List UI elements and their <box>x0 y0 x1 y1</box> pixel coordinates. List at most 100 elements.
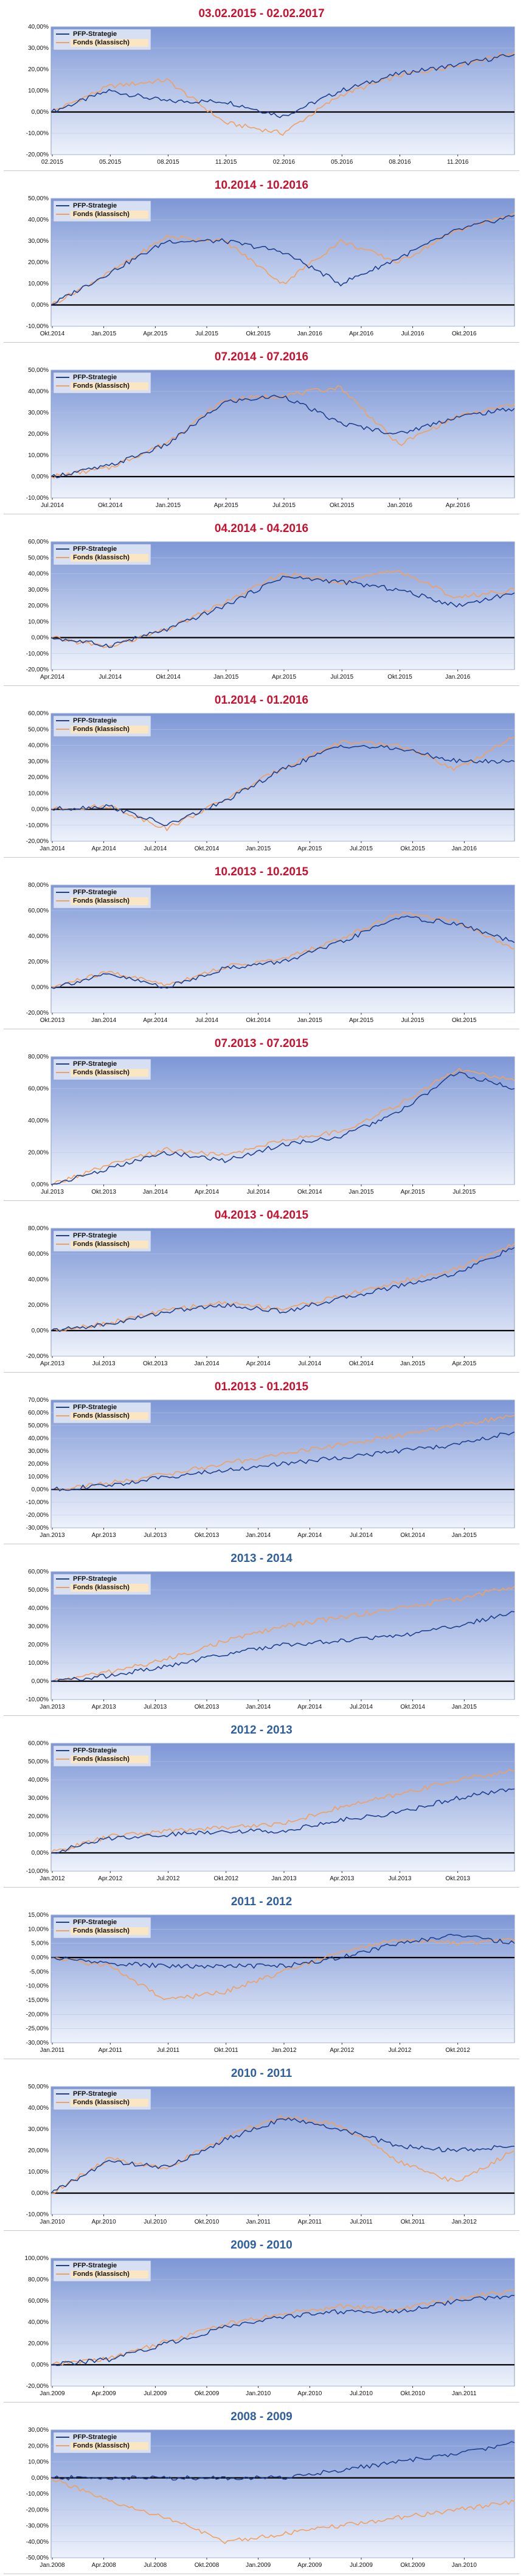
y-tick-label: 80,00% <box>28 2277 49 2283</box>
line-chart: -20,00% -10,00% 0,00% 10,00% 20,00% 30,00% 40,… <box>26 539 515 681</box>
y-tick-label: 20,00% <box>28 959 49 965</box>
x-tick-label: Okt.2016 <box>452 331 477 337</box>
x-tick-label: Jan.2008 <box>40 2562 65 2569</box>
x-tick-label: Jul.2013 <box>144 1704 167 1710</box>
y-tick-label: 20,00% <box>28 1150 49 1157</box>
y-tick-label: -20,00% <box>26 152 49 158</box>
y-tick-label: -50,00% <box>26 2555 49 2561</box>
legend-highlight <box>71 1755 148 1763</box>
chart-title: 04.2014 - 04.2016 <box>214 522 309 535</box>
x-tick-label: Okt.2015 <box>452 1017 477 1024</box>
y-tick-label: 40,00% <box>28 1435 49 1442</box>
x-tick-label: Jan.2011 <box>452 2390 477 2397</box>
line-chart: -30,00% -25,00% -20,00% -15,00% -10,00% -5,00… <box>26 1913 515 2054</box>
x-tick-label: Jul.2015 <box>195 331 218 337</box>
legend-entry: Fonds (klassisch) <box>73 1069 130 1076</box>
x-tick-label: Jul.2014 <box>41 502 64 509</box>
y-tick-label: 20,00% <box>28 2340 49 2347</box>
legend-entry: PFP-Strategie <box>73 1919 117 1926</box>
y-tick-label: 0,00% <box>32 635 49 642</box>
y-tick-label: 60,00% <box>28 2298 49 2305</box>
x-tick-label: Apr.2015 <box>143 331 167 337</box>
chart-panel: 2013 - 2014 -10,00% 0,00% 10,00% 20,00% 30,00… <box>4 1547 519 1716</box>
x-tick-label: Apr.2014 <box>246 1360 271 1367</box>
x-tick-label: Apr.2014 <box>92 845 116 852</box>
y-tick-label: 0,00% <box>32 474 49 480</box>
series-line-fonds-klassisch <box>50 1769 514 1853</box>
x-tick-label: Apr.2013 <box>92 1532 116 1539</box>
y-tick-label: -10,00% <box>26 822 49 829</box>
legend-highlight <box>71 554 148 562</box>
y-tick-label: 20,00% <box>28 1461 49 1468</box>
line-chart: -20,00% 0,00% 20,00% 40,00% 60,00% 80,00% 100,… <box>25 2256 515 2397</box>
x-tick-label: Jan.2015 <box>91 331 117 337</box>
y-tick-label: 20,00% <box>28 2147 49 2154</box>
y-tick-label: -10,00% <box>26 2491 49 2497</box>
y-tick-label: 30,00% <box>28 2427 49 2434</box>
chart-panel: 04.2014 - 04.2016 -20,00% -10,00% 0,00% 10,0… <box>4 517 519 686</box>
y-tick-label: 20,00% <box>28 603 49 609</box>
series-line-pfp-strategie <box>50 744 515 826</box>
legend-highlight <box>71 1069 148 1077</box>
x-tick-label: Apr.2008 <box>92 2562 116 2569</box>
x-tick-label: Jul.2015 <box>350 845 373 852</box>
x-tick-label: Jan.2013 <box>271 1875 297 1882</box>
y-tick-label: 10,00% <box>28 2459 49 2466</box>
y-tick-label: -15,00% <box>26 1997 49 2004</box>
y-tick-label: 60,00% <box>28 908 49 914</box>
series-line-fonds-klassisch <box>50 2477 515 2544</box>
x-tick-label: Jul.2013 <box>41 1189 64 1195</box>
legend-highlight <box>71 39 148 47</box>
legend-entry: PFP-Strategie <box>73 30 117 38</box>
x-tick-label: Jan.2015 <box>400 1360 426 1367</box>
chart-panel: 01.2013 - 01.2015 -30,00% -20,00% -10,00% 0,… <box>4 1376 519 1544</box>
legend-entry: Fonds (klassisch) <box>73 1927 130 1934</box>
legend-entry: Fonds (klassisch) <box>73 382 130 390</box>
legend-entry: PFP-Strategie <box>73 717 117 724</box>
chart-panel: 10.2013 - 10.2015 -20,00% 0,00% 20,00% 40,00… <box>4 861 519 1029</box>
legend-entry: Fonds (klassisch) <box>73 1755 130 1763</box>
x-tick-label: Jan.2013 <box>40 1704 65 1710</box>
x-tick-label: Okt.2014 <box>400 1704 425 1710</box>
x-tick-label: Okt.2012 <box>213 1875 238 1882</box>
chart-title: 2009 - 2010 <box>230 2239 293 2252</box>
chart-title: 07.2013 - 07.2015 <box>214 1037 309 1050</box>
y-tick-label: 20,00% <box>28 2443 49 2449</box>
y-tick-label: 10,00% <box>28 1660 49 1667</box>
x-tick-label: 08.2016 <box>389 159 411 166</box>
x-tick-label: Okt.2010 <box>195 2219 220 2225</box>
y-tick-label: -25,00% <box>26 2026 49 2032</box>
x-tick-label: Jul.2014 <box>144 845 167 852</box>
x-tick-label: 02.2015 <box>41 159 64 166</box>
y-tick-label: -20,00% <box>26 838 49 845</box>
x-tick-label: Jul.2013 <box>144 1532 167 1539</box>
chart-panel: 07.2014 - 07.2016 -10,00% 0,00% 10,00% 20,00… <box>4 346 519 514</box>
y-tick-label: -10,00% <box>26 130 49 137</box>
y-tick-label: 0,00% <box>32 1955 49 1961</box>
x-tick-label: Apr.2014 <box>297 1704 322 1710</box>
y-tick-label: -20,00% <box>26 1512 49 1519</box>
legend-entry: PFP-Strategie <box>73 2434 117 2441</box>
y-tick-label: -20,00% <box>26 2507 49 2513</box>
y-tick-label: -10,00% <box>26 2211 49 2218</box>
series-line-pfp-strategie <box>50 575 515 648</box>
y-tick-label: -20,00% <box>26 1353 49 1360</box>
chart-title: 04.2013 - 04.2015 <box>214 1209 309 1222</box>
series-line-pfp-strategie <box>50 1934 515 1969</box>
y-tick-label: 60,00% <box>28 1251 49 1258</box>
legend-highlight <box>71 2099 148 2107</box>
x-tick-label: Apr.2016 <box>446 502 470 509</box>
legend-entry: Fonds (klassisch) <box>73 1412 130 1419</box>
x-tick-label: Jul.2015 <box>401 1017 424 1024</box>
legend-highlight <box>71 897 148 905</box>
chart-title: 2012 - 2013 <box>230 1724 293 1737</box>
legend-entry: Fonds (klassisch) <box>73 1584 130 1591</box>
y-tick-label: -20,00% <box>26 2383 49 2390</box>
series-line-pfp-strategie <box>50 1071 515 1185</box>
series-line-fonds-klassisch <box>50 1415 515 1491</box>
y-tick-label: 30,00% <box>28 587 49 593</box>
x-tick-label: Okt.2011 <box>401 2219 425 2225</box>
y-tick-label: 0,00% <box>32 2190 49 2197</box>
